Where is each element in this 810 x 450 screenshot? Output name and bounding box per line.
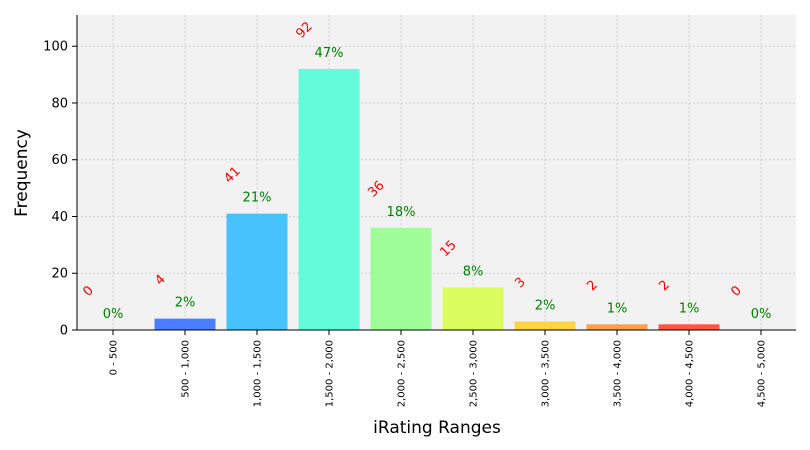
bar bbox=[154, 318, 216, 330]
percent-label: 18% bbox=[387, 205, 416, 220]
percent-label: 0% bbox=[751, 307, 772, 322]
y-tick-label: 40 bbox=[51, 210, 68, 225]
x-tick-label: 1,000 - 1,500 bbox=[253, 340, 264, 407]
percent-label: 21% bbox=[243, 191, 272, 206]
percent-label: 1% bbox=[679, 301, 700, 316]
y-tick-label: 100 bbox=[43, 40, 68, 55]
x-tick-label: 3,000 - 3,500 bbox=[541, 340, 552, 407]
y-axis-title: Frequency bbox=[12, 129, 32, 217]
bar bbox=[586, 324, 648, 330]
x-tick-label: 500 - 1,000 bbox=[181, 340, 192, 398]
x-tick-label: 1,500 - 2,000 bbox=[325, 340, 336, 407]
y-tick-label: 80 bbox=[51, 96, 68, 111]
bar bbox=[442, 287, 504, 330]
axes bbox=[76, 15, 796, 331]
x-axis-title: iRating Ranges bbox=[373, 418, 501, 438]
bar bbox=[514, 321, 576, 330]
bar bbox=[226, 213, 288, 330]
percent-label: 0% bbox=[103, 307, 124, 322]
x-tick-label: 2,000 - 2,500 bbox=[397, 340, 408, 407]
y-ticks: 0 20 40 60 80 100 bbox=[43, 40, 77, 339]
x-tick-label: 3,500 - 4,000 bbox=[613, 340, 624, 407]
x-tick-label: 4,000 - 4,500 bbox=[685, 340, 696, 407]
percent-label: 2% bbox=[535, 298, 556, 313]
bar bbox=[370, 227, 432, 330]
y-tick-label: 0 bbox=[60, 324, 68, 339]
x-tick-label: 2,500 - 3,000 bbox=[469, 340, 480, 407]
y-tick-label: 20 bbox=[51, 267, 68, 282]
bar bbox=[658, 324, 720, 330]
percent-label: 2% bbox=[175, 296, 196, 311]
bars bbox=[154, 68, 720, 331]
percent-label: 1% bbox=[607, 301, 628, 316]
percent-label: 47% bbox=[315, 46, 344, 61]
x-ticks: 0 - 500 500 - 1,000 1,000 - 1,500 1,500 - 2… bbox=[109, 330, 768, 407]
plot-background bbox=[77, 15, 796, 330]
bar bbox=[298, 68, 360, 331]
x-tick-label: 0 - 500 bbox=[109, 340, 120, 375]
x-tick-label: 4,500 - 5,000 bbox=[757, 340, 768, 407]
percent-label: 8% bbox=[463, 264, 484, 279]
y-tick-label: 60 bbox=[51, 153, 68, 168]
